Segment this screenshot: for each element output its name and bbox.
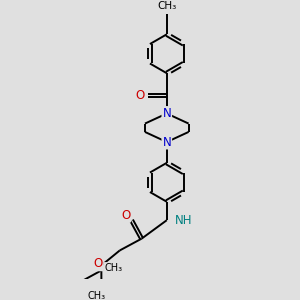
Text: N: N bbox=[162, 136, 171, 148]
Text: NH: NH bbox=[175, 214, 193, 227]
Text: O: O bbox=[135, 88, 145, 101]
Text: O: O bbox=[121, 209, 130, 222]
Text: CH₃: CH₃ bbox=[104, 263, 122, 273]
Text: CH₃: CH₃ bbox=[87, 291, 105, 300]
Text: CH₃: CH₃ bbox=[157, 1, 176, 11]
Text: N: N bbox=[162, 107, 171, 120]
Text: O: O bbox=[93, 257, 103, 270]
